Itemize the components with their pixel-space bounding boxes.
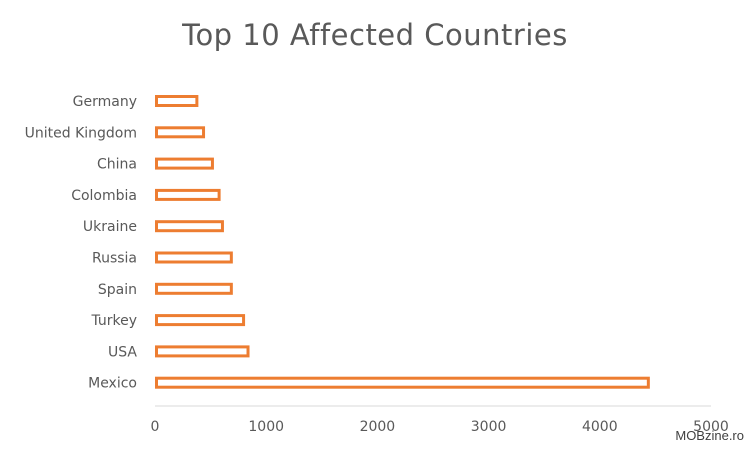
x-tick-label: 5000 — [693, 419, 729, 435]
category-label: United Kingdom — [25, 125, 137, 141]
bar-ukraine — [155, 220, 224, 233]
category-label: China — [97, 157, 137, 173]
x-tick-label: 2000 — [360, 419, 396, 435]
x-tick-label: 4000 — [582, 419, 618, 435]
x-tick-label: 1000 — [248, 419, 284, 435]
bar-russia — [155, 251, 233, 264]
bar-germany — [155, 95, 199, 107]
category-label: Colombia — [71, 188, 137, 204]
bar-spain — [155, 282, 233, 295]
category-label: Mexico — [88, 376, 137, 392]
bar-colombia — [155, 188, 221, 201]
watermark: MOBzine.ro — [675, 428, 744, 443]
category-label: USA — [108, 344, 137, 360]
category-label: Turkey — [90, 313, 137, 329]
category-label: Spain — [98, 282, 137, 298]
x-tick-label: 3000 — [471, 419, 507, 435]
category-label: Russia — [92, 251, 137, 267]
chart-title: Top 10 Affected Countries — [182, 18, 568, 52]
bar-united-kingdom — [155, 126, 206, 139]
category-label: Germany — [73, 94, 137, 110]
x-tick-label: 0 — [151, 419, 160, 435]
bar-china — [155, 157, 214, 170]
bar-turkey — [155, 314, 246, 327]
category-label: Ukraine — [83, 219, 137, 235]
bar-mexico — [155, 376, 650, 389]
bar-usa — [155, 345, 250, 358]
